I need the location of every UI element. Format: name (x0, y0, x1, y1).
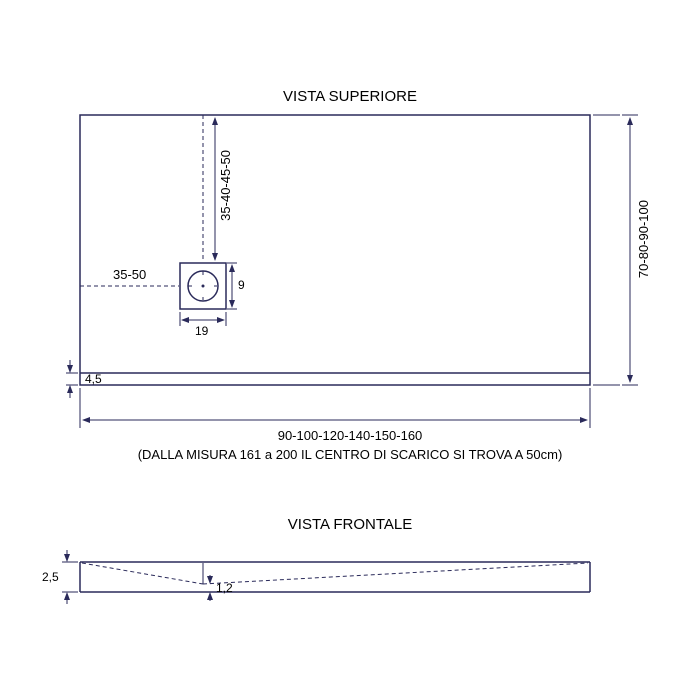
dim-drain-w: 19 (195, 324, 208, 338)
dim-ledge: 4,5 (85, 372, 102, 386)
dim-drain-center-v: 35-40-45-50 (218, 150, 233, 221)
dim-note: (DALLA MISURA 161 a 200 IL CENTRO DI SCA… (0, 447, 700, 462)
dim-width: 90-100-120-140-150-160 (0, 428, 700, 443)
dim-drain-depth: 1,2 (216, 581, 233, 595)
dim-drain-center-h: 35-50 (113, 267, 146, 282)
technical-drawing (0, 0, 700, 700)
dim-thickness: 2,5 (42, 570, 59, 584)
dim-drain-h: 9 (238, 278, 245, 292)
dim-height: 70-80-90-100 (636, 200, 651, 278)
